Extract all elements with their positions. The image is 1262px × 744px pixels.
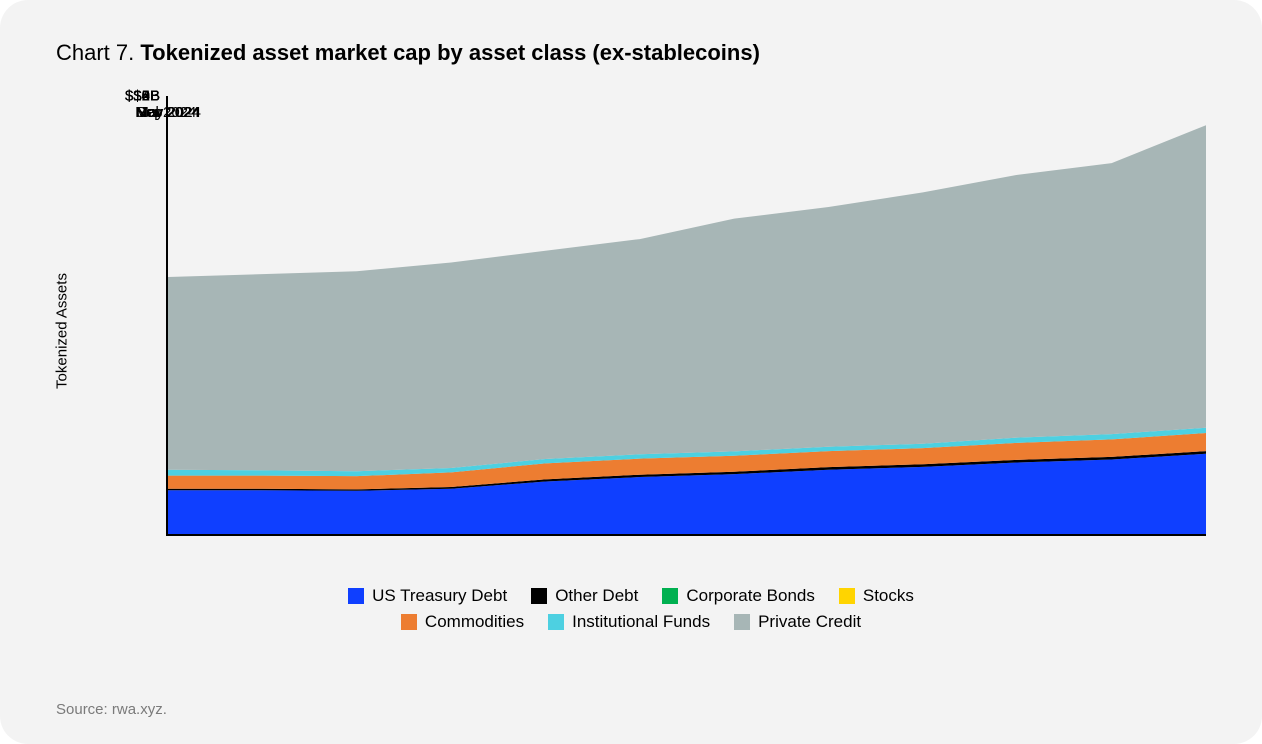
area-private_credit: [168, 125, 1206, 471]
chart-card: Chart 7. Tokenized asset market cap by a…: [0, 0, 1262, 744]
legend-swatch-icon: [839, 588, 855, 604]
legend-swatch-icon: [734, 614, 750, 630]
legend-item-corporate-bonds: Corporate Bonds: [662, 586, 815, 606]
legend-item-us-treasury-debt: US Treasury Debt: [348, 586, 507, 606]
chart-title-bold: Tokenized asset market cap by asset clas…: [140, 40, 760, 65]
legend-row: Commodities Institutional Funds Private Cr…: [56, 612, 1206, 632]
legend-swatch-icon: [662, 588, 678, 604]
plot-area: $0B$2B$3B$4B$6B$8B$9B$10B$12B$14B$15B Ma…: [166, 96, 1206, 536]
legend-label: Institutional Funds: [572, 612, 710, 632]
chart-title: Chart 7. Tokenized asset market cap by a…: [56, 40, 1206, 66]
legend-label: Other Debt: [555, 586, 638, 606]
y-axis-label: Tokenized Assets: [54, 273, 71, 389]
legend-swatch-icon: [531, 588, 547, 604]
legend-swatch-icon: [348, 588, 364, 604]
legend-item-institutional-funds: Institutional Funds: [548, 612, 710, 632]
legend-label: US Treasury Debt: [372, 586, 507, 606]
legend-item-commodities: Commodities: [401, 612, 524, 632]
plot-wrap: Tokenized Assets $0B$2B$3B$4B$6B$8B$9B$1…: [76, 96, 1206, 566]
legend-row: US Treasury Debt Other Debt Corporate Bond…: [56, 586, 1206, 606]
legend-swatch-icon: [548, 614, 564, 630]
legend-item-private-credit: Private Credit: [734, 612, 861, 632]
stacked-area-svg: [168, 96, 1206, 534]
legend-label: Stocks: [863, 586, 914, 606]
x-tick-label: Nov 2024: [136, 104, 200, 121]
legend-swatch-icon: [401, 614, 417, 630]
y-tick-label: $15B: [125, 88, 160, 105]
chart-title-prefix: Chart 7.: [56, 40, 140, 65]
legend-label: Commodities: [425, 612, 524, 632]
legend-label: Corporate Bonds: [686, 586, 815, 606]
legend-item-other-debt: Other Debt: [531, 586, 638, 606]
legend-item-stocks: Stocks: [839, 586, 914, 606]
source-citation: Source: rwa.xyz.: [56, 701, 167, 718]
legend: US Treasury Debt Other Debt Corporate Bond…: [56, 586, 1206, 632]
legend-label: Private Credit: [758, 612, 861, 632]
